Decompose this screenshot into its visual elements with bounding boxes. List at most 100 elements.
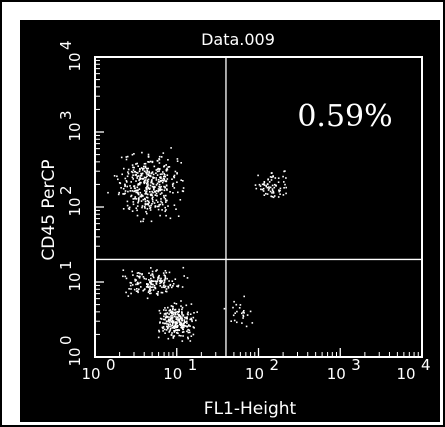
event-dot xyxy=(163,185,165,188)
event-dot xyxy=(168,321,171,323)
event-dot xyxy=(147,187,150,189)
event-dot xyxy=(171,280,174,282)
event-dot xyxy=(173,313,175,316)
event-dot xyxy=(165,320,168,323)
event-dot xyxy=(160,281,163,284)
event-dot xyxy=(165,180,167,183)
event-dot xyxy=(126,204,129,207)
event-dot xyxy=(181,313,183,315)
event-dot xyxy=(271,192,273,194)
event-dot xyxy=(166,167,168,170)
event-dot xyxy=(140,167,143,169)
event-dot xyxy=(138,188,141,190)
event-dot xyxy=(182,324,184,326)
event-dot xyxy=(190,318,193,321)
event-dot xyxy=(170,320,172,323)
event-dot xyxy=(162,327,164,330)
event-dot xyxy=(232,306,234,309)
event-dot xyxy=(124,184,126,187)
event-dot xyxy=(241,322,243,324)
event-dot xyxy=(135,191,137,194)
event-dot xyxy=(173,330,175,332)
event-dot xyxy=(270,195,272,198)
event-dot xyxy=(124,190,127,192)
event-dot xyxy=(140,195,143,198)
event-dot xyxy=(150,282,152,284)
event-dot xyxy=(157,294,159,296)
event-dot xyxy=(172,323,174,325)
event-dot xyxy=(144,207,146,209)
event-dot xyxy=(166,315,169,318)
event-dot xyxy=(150,277,152,280)
event-dot xyxy=(132,174,134,176)
event-dot xyxy=(143,167,145,170)
event-dot xyxy=(169,191,171,193)
event-dot xyxy=(135,290,138,292)
event-dot xyxy=(137,282,140,285)
event-dot xyxy=(150,172,153,175)
event-dot xyxy=(267,178,269,180)
event-dot xyxy=(278,190,280,193)
event-dot xyxy=(170,147,172,149)
event-dot xyxy=(245,325,248,328)
event-dot xyxy=(128,288,130,290)
event-dot xyxy=(107,191,109,194)
event-dot xyxy=(270,172,273,174)
event-dot xyxy=(164,286,166,289)
event-dot xyxy=(135,171,138,174)
event-dot xyxy=(236,310,238,313)
event-dot xyxy=(182,187,185,189)
event-dot xyxy=(122,269,125,271)
event-dot xyxy=(151,161,154,164)
event-dot xyxy=(141,178,144,180)
event-dot xyxy=(181,308,183,311)
y-axis-label: CD45 PerCP xyxy=(39,159,59,260)
event-dot xyxy=(157,201,159,203)
event-dot xyxy=(164,307,166,309)
event-dot xyxy=(128,208,131,210)
event-dot xyxy=(182,315,184,317)
event-dot xyxy=(168,316,170,318)
event-dot xyxy=(171,318,173,320)
event-dot xyxy=(144,204,147,206)
event-dot xyxy=(177,191,179,194)
event-dot xyxy=(141,195,143,197)
event-dot xyxy=(138,277,141,279)
event-dot xyxy=(146,185,148,188)
event-dot xyxy=(165,290,167,293)
event-dot xyxy=(129,281,132,284)
event-dot xyxy=(132,166,134,169)
event-dot xyxy=(137,201,139,204)
event-dot xyxy=(174,308,177,311)
event-dot xyxy=(136,288,138,290)
event-dot xyxy=(147,183,149,185)
event-dot xyxy=(189,318,191,321)
event-dot xyxy=(164,285,167,288)
event-dot xyxy=(186,325,189,328)
event-dot xyxy=(176,332,178,334)
event-dot xyxy=(134,196,137,198)
event-dot xyxy=(159,173,162,176)
event-dot xyxy=(223,307,226,310)
event-dot xyxy=(167,166,170,168)
x-axis-label: FL1-Height xyxy=(204,399,297,419)
event-dot xyxy=(139,281,142,284)
event-dot xyxy=(165,315,167,317)
event-dot xyxy=(120,187,122,189)
event-dot xyxy=(148,188,151,190)
event-dot xyxy=(164,277,166,280)
event-dot xyxy=(132,274,134,276)
event-dot xyxy=(147,291,150,294)
event-dot xyxy=(185,325,187,327)
event-dot xyxy=(159,193,162,195)
event-dot xyxy=(158,158,161,161)
event-dot xyxy=(171,327,174,329)
event-dot xyxy=(144,288,146,290)
event-dot xyxy=(151,179,153,181)
event-dot xyxy=(173,335,176,337)
event-dot xyxy=(142,218,145,220)
event-dot xyxy=(125,180,128,182)
event-dot xyxy=(146,208,149,210)
event-dot xyxy=(285,186,287,189)
event-dot xyxy=(135,283,137,286)
